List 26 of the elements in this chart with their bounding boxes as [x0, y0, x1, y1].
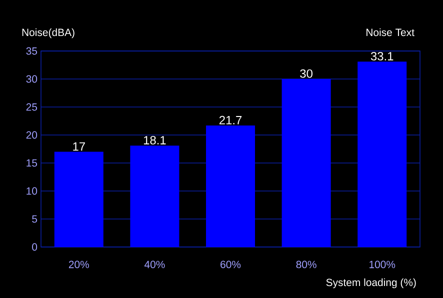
y-tick-label: 25: [26, 103, 38, 111]
data-label: 33.1: [370, 52, 394, 60]
data-label: 30: [300, 69, 312, 78]
x-tick-label: 100%: [370, 260, 396, 268]
bar: [282, 79, 331, 247]
y-tick-label: 5: [32, 215, 38, 223]
y-tick-label: 15: [26, 159, 38, 167]
x-tick-label: 20%: [68, 260, 89, 268]
bar: [130, 146, 180, 247]
y-axis-title: Noise(dBA): [22, 28, 74, 38]
data-label: 17: [73, 142, 85, 151]
data-label: 21.7: [219, 116, 242, 124]
x-tick-label: 80%: [296, 260, 316, 268]
x-tick-label: 40%: [144, 260, 165, 268]
y-tick-label: 10: [26, 187, 38, 195]
y-tick-label: 20: [26, 131, 38, 139]
data-label: 18.1: [144, 136, 166, 144]
x-axis-title: System loading (%): [326, 278, 416, 288]
bar: [358, 62, 407, 247]
y-tick-label: 30: [26, 75, 38, 83]
x-tick-label: 60%: [220, 260, 241, 268]
y-tick-label: 35: [26, 47, 38, 55]
bar: [54, 152, 104, 247]
bar: [206, 125, 255, 247]
y-tick-label: 0: [32, 243, 38, 251]
chart-title: Noise Text: [366, 28, 414, 36]
